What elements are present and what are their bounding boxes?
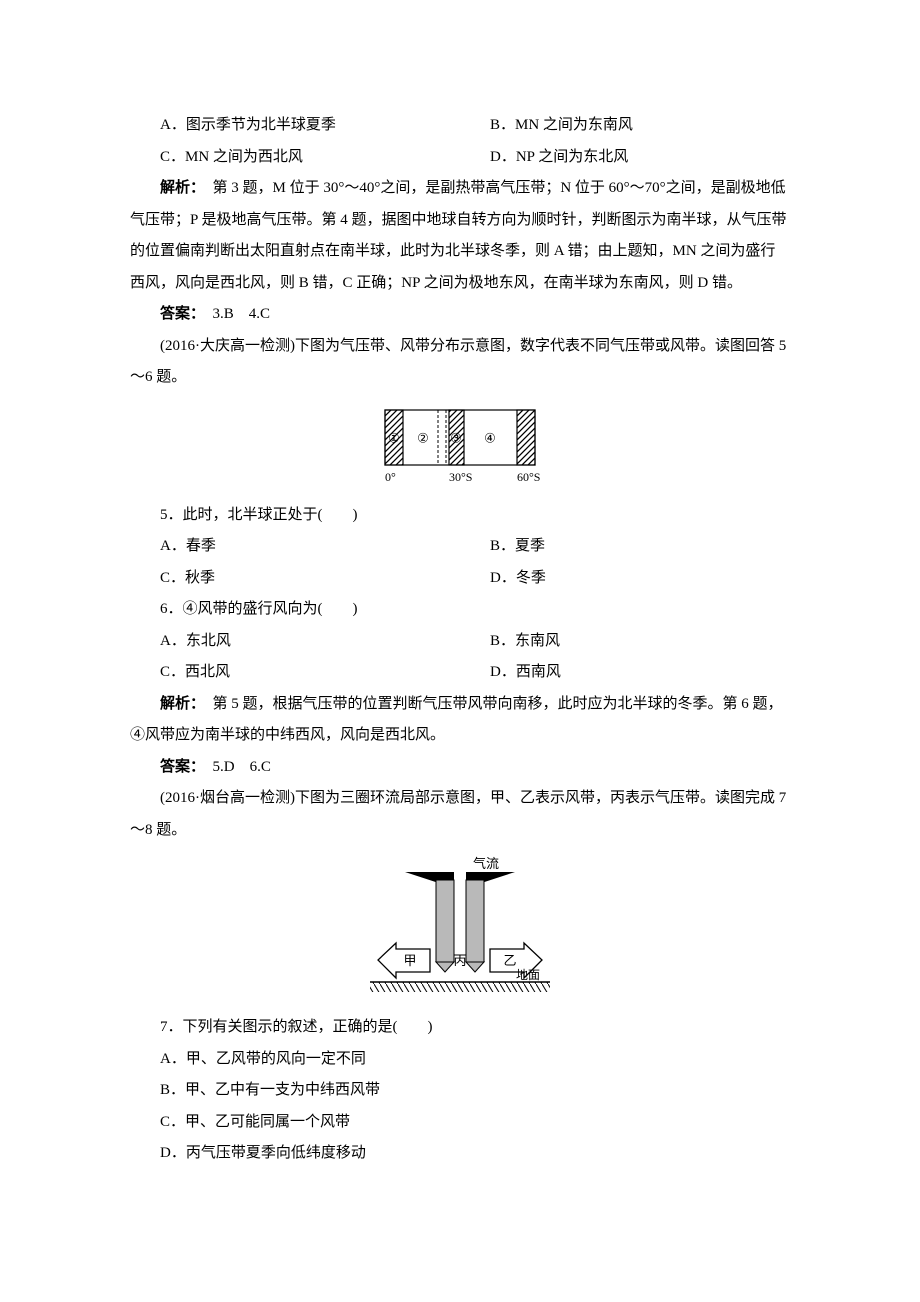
intro56: (2016·大庆高一检测)下图为气压带、风带分布示意图，数字代表不同气压带或风带… bbox=[130, 331, 790, 394]
ans56-label: 答案： bbox=[160, 759, 198, 775]
q5-row2: C．秋季 D．冬季 bbox=[130, 563, 790, 595]
ans56: 答案： 5.D 6.C bbox=[130, 752, 790, 784]
page: A．图示季节为北半球夏季 B．MN 之间为东南风 C．MN 之间为西北风 D．N… bbox=[0, 0, 920, 1230]
svg-text:甲: 甲 bbox=[403, 953, 416, 968]
q5-stem: 5．此时，北半球正处于( ) bbox=[130, 500, 790, 532]
exp34-text: 第 3 题，M 位于 30°～40°之间，是副热带高气压带；N 位于 60°～7… bbox=[130, 180, 787, 291]
q6-row1: A．东北风 B．东南风 bbox=[130, 626, 790, 658]
q4-option-a: A．图示季节为北半球夏季 bbox=[130, 110, 460, 142]
q5-option-c: C．秋季 bbox=[130, 563, 460, 595]
q4-options-row1: A．图示季节为北半球夏季 B．MN 之间为东南风 bbox=[130, 110, 790, 142]
intro78: (2016·烟台高一检测)下图为三圈环流局部示意图，甲、乙表示风带，丙表示气压带… bbox=[130, 783, 790, 846]
q5-option-d: D．冬季 bbox=[460, 563, 790, 595]
q6-option-a: A．东北风 bbox=[130, 626, 460, 658]
svg-text:乙: 乙 bbox=[503, 953, 516, 968]
q4-option-d: D．NP 之间为东北风 bbox=[460, 142, 790, 174]
q5-row1: A．春季 B．夏季 bbox=[130, 531, 790, 563]
q6-option-c: C．西北风 bbox=[130, 657, 460, 689]
svg-text:④: ④ bbox=[484, 430, 496, 445]
q5-option-a: A．春季 bbox=[130, 531, 460, 563]
q7-stem: 7．下列有关图示的叙述，正确的是( ) bbox=[130, 1012, 790, 1044]
exp34: 解析： 第 3 题，M 位于 30°～40°之间，是副热带高气压带；N 位于 6… bbox=[130, 173, 790, 299]
svg-text:②: ② bbox=[417, 430, 429, 445]
svg-text:0°: 0° bbox=[385, 470, 396, 484]
fig56: ① ② ③ ④ 0° 30°S 60°S bbox=[130, 402, 790, 492]
svg-text:①: ① bbox=[388, 430, 400, 445]
ans34-text: 3.B 4.C bbox=[198, 306, 271, 322]
q7-option-a: A．甲、乙风带的风向一定不同 bbox=[130, 1044, 790, 1076]
q6-stem: 6．④风带的盛行风向为( ) bbox=[130, 594, 790, 626]
exp34-label: 解析： bbox=[160, 180, 198, 196]
q7-option-d: D．丙气压带夏季向低纬度移动 bbox=[130, 1138, 790, 1170]
q4-option-c: C．MN 之间为西北风 bbox=[130, 142, 460, 174]
exp56-text: 第 5 题，根据气压带的位置判断气压带风带向南移，此时应为北半球的冬季。第 6 … bbox=[130, 696, 783, 744]
ans34-label: 答案： bbox=[160, 306, 198, 322]
q6-option-b: B．东南风 bbox=[460, 626, 790, 658]
q5-option-b: B．夏季 bbox=[460, 531, 790, 563]
q7-option-c: C．甲、乙可能同属一个风带 bbox=[130, 1107, 790, 1139]
q4-options-row2: C．MN 之间为西北风 D．NP 之间为东北风 bbox=[130, 142, 790, 174]
svg-text:30°S: 30°S bbox=[449, 470, 472, 484]
svg-text:气流: 气流 bbox=[473, 856, 499, 871]
ans34: 答案： 3.B 4.C bbox=[130, 299, 790, 331]
q6-row2: C．西北风 D．西南风 bbox=[130, 657, 790, 689]
fig78: 气流甲 乙 丙地面 bbox=[130, 854, 790, 1004]
ans56-text: 5.D 6.C bbox=[198, 759, 271, 775]
exp56: 解析： 第 5 题，根据气压带的位置判断气压带风带向南移，此时应为北半球的冬季。… bbox=[130, 689, 790, 752]
q4-option-b: B．MN 之间为东南风 bbox=[460, 110, 790, 142]
svg-text:60°S: 60°S bbox=[517, 470, 540, 484]
svg-text:③: ③ bbox=[450, 430, 462, 445]
svg-text:丙: 丙 bbox=[453, 953, 466, 968]
fig78-svg: 气流甲 乙 丙地面 bbox=[350, 854, 570, 1004]
exp56-label: 解析： bbox=[160, 696, 198, 712]
q7-option-b: B．甲、乙中有一支为中纬西风带 bbox=[130, 1075, 790, 1107]
fig56-svg: ① ② ③ ④ 0° 30°S 60°S bbox=[375, 402, 545, 492]
q6-option-d: D．西南风 bbox=[460, 657, 790, 689]
svg-text:地面: 地面 bbox=[516, 968, 540, 982]
